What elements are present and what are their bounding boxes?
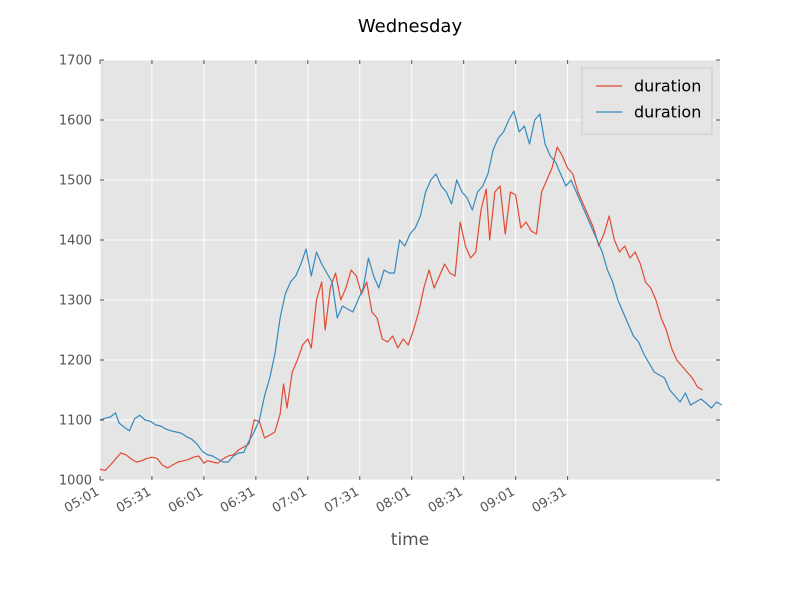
- x-tick-label: 05:31: [114, 484, 154, 516]
- y-tick-label: 1400: [59, 234, 92, 249]
- legend: duration duration: [581, 67, 713, 135]
- x-tick-label: 06:01: [166, 484, 206, 516]
- y-tick-label: 1500: [59, 174, 92, 189]
- y-tick-label: 1300: [59, 294, 92, 309]
- series-line-2: [99, 110, 723, 463]
- series-line-1: [99, 146, 703, 471]
- x-tick-label: 07:01: [270, 484, 310, 516]
- legend-label-2: duration: [634, 103, 701, 122]
- y-tick-label: 1700: [59, 54, 92, 69]
- legend-label-1: duration: [634, 77, 701, 96]
- chart-title: Wednesday: [358, 16, 463, 37]
- x-tick-label: 08:01: [374, 484, 414, 516]
- gridlines: [99, 59, 720, 481]
- x-tick-label: 06:31: [218, 484, 258, 516]
- y-tick-label: 1100: [59, 414, 92, 429]
- x-tick-label: 09:01: [478, 484, 518, 516]
- y-tick-label: 1600: [59, 114, 92, 129]
- x-axis-label: time: [391, 530, 429, 550]
- x-tick-label: 05:01: [62, 484, 102, 516]
- legend-box: [581, 67, 713, 135]
- x-tick-label: 09:31: [530, 484, 570, 516]
- series-layer: [99, 110, 723, 471]
- y-tick-label: 1000: [59, 474, 92, 489]
- x-tick-label: 07:31: [322, 484, 362, 516]
- x-tick-label: 08:31: [426, 484, 466, 516]
- y-tick-label: 1200: [59, 354, 92, 369]
